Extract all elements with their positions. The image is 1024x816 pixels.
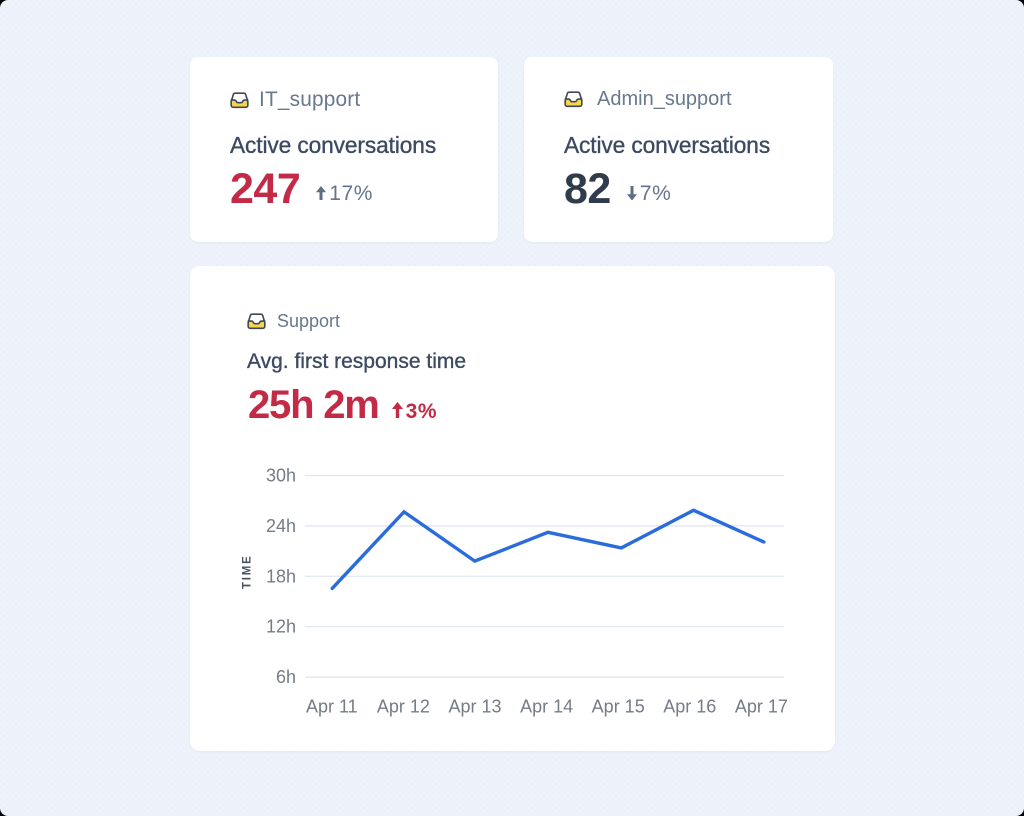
svg-text:Apr 11: Apr 11 bbox=[306, 697, 358, 717]
svg-text:Apr 12: Apr 12 bbox=[377, 697, 430, 717]
svg-text:24h: 24h bbox=[266, 516, 296, 536]
svg-text:18h: 18h bbox=[266, 566, 296, 586]
svg-text:Apr 13: Apr 13 bbox=[448, 697, 501, 717]
svg-text:Apr 16: Apr 16 bbox=[663, 697, 716, 717]
svg-text:12h: 12h bbox=[266, 617, 296, 637]
svg-text:Apr 14: Apr 14 bbox=[520, 697, 573, 717]
svg-text:TIME: TIME bbox=[242, 554, 254, 589]
svg-text:Apr 15: Apr 15 bbox=[592, 697, 645, 717]
svg-text:6h: 6h bbox=[276, 667, 296, 687]
svg-text:Apr 17: Apr 17 bbox=[735, 697, 788, 717]
svg-text:30h: 30h bbox=[266, 466, 296, 486]
